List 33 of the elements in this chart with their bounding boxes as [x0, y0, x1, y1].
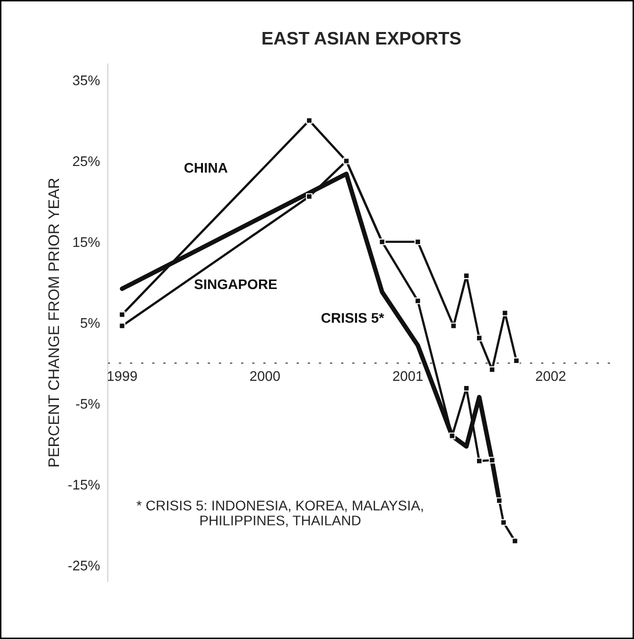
y-tick-label: -5% — [76, 398, 100, 409]
y-tick-label: 35% — [72, 75, 100, 86]
point — [414, 238, 422, 246]
point — [513, 357, 520, 364]
point — [306, 193, 313, 200]
point — [378, 238, 386, 246]
y-tick-label: -25% — [68, 560, 100, 570]
point — [502, 310, 508, 316]
x-tick-label: 2002 — [536, 371, 566, 381]
series-label: CRISIS 5* — [321, 312, 384, 323]
y-tick-label: -15% — [68, 480, 100, 490]
x-tick-label: 2001 — [393, 371, 423, 381]
x-tick-label: 1999 — [108, 371, 137, 381]
y-axis-title: PERCENT CHANGE FROM PRIOR YEAR — [48, 178, 60, 466]
x-tick-label: 2000 — [250, 371, 280, 381]
y-tick-label: 25% — [73, 156, 100, 166]
annotation: * CRISIS 5: INDONESIA, KOREA, MALAYSIA, PHILIPPINES, THAILAND — [136, 500, 423, 528]
point — [488, 366, 496, 373]
point — [448, 432, 456, 440]
point — [118, 311, 126, 318]
point — [414, 298, 422, 304]
point — [488, 456, 496, 464]
point — [343, 158, 350, 164]
y-tick-label: 5% — [80, 318, 100, 328]
series-label: SINGAPORE — [194, 279, 277, 290]
point — [306, 117, 313, 124]
point — [512, 538, 518, 544]
y-tick-label: 15% — [73, 237, 100, 247]
point — [500, 519, 507, 526]
chart-title: EAST ASIAN EXPORTS — [262, 32, 461, 45]
series-label: CHINA — [184, 162, 228, 173]
point — [450, 322, 457, 330]
point — [118, 322, 126, 330]
